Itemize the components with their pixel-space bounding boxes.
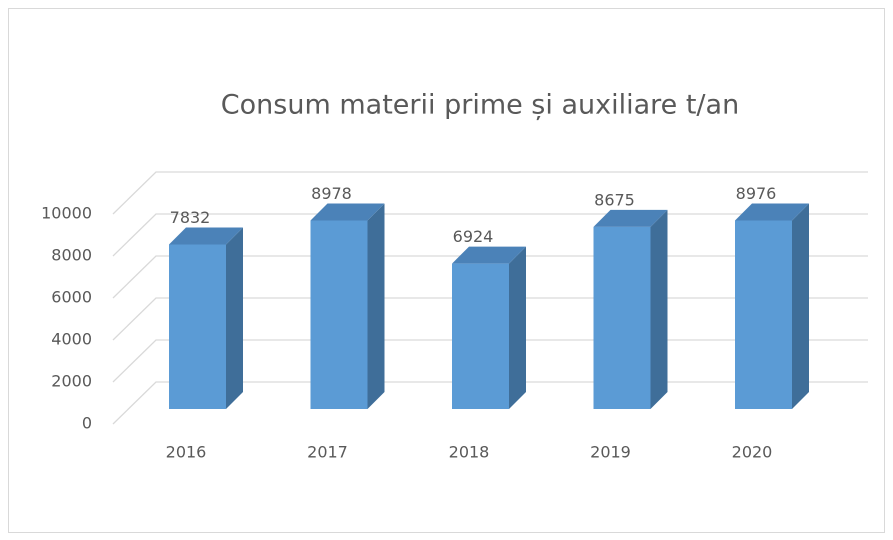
bar-side (367, 203, 385, 409)
bar-top (735, 203, 809, 221)
bar-top (593, 209, 668, 227)
value-label: 8978 (311, 184, 352, 203)
x-tick-label: 2020 (732, 443, 773, 462)
bar-top (452, 246, 526, 264)
x-tick-label: 2019 (590, 443, 631, 462)
bar (169, 227, 243, 409)
bar-side (792, 203, 809, 409)
bar-front (169, 244, 226, 409)
bar-top (169, 227, 243, 245)
x-tick-label: 2018 (449, 443, 490, 462)
y-tick-label: 2000 (51, 372, 92, 391)
y-tick-label: 0 (82, 414, 92, 433)
y-tick-label: 8000 (51, 246, 92, 265)
bar (593, 209, 668, 409)
value-label: 8675 (594, 190, 635, 209)
x-tick-label: 2016 (166, 443, 207, 462)
value-label: 8976 (736, 184, 777, 203)
bar-side (650, 209, 668, 409)
y-tick-label: 10000 (41, 204, 92, 223)
bar-front (452, 263, 509, 409)
bar (735, 203, 809, 409)
chart-title: Consum materii prime și auxiliare t/an (221, 90, 739, 121)
y-tick-label: 6000 (51, 288, 92, 307)
bar-side (509, 246, 526, 409)
bar-top (310, 203, 385, 221)
bar-side (226, 227, 243, 409)
value-label: 6924 (453, 227, 494, 246)
bar (452, 246, 526, 409)
value-label: 7832 (170, 208, 211, 227)
bar-front (735, 220, 792, 409)
bar (310, 203, 385, 409)
bar-front (310, 220, 368, 409)
y-tick-label: 4000 (51, 330, 92, 349)
bar-front (593, 226, 651, 409)
x-tick-label: 2017 (307, 443, 348, 462)
grid-line (112, 171, 868, 215)
